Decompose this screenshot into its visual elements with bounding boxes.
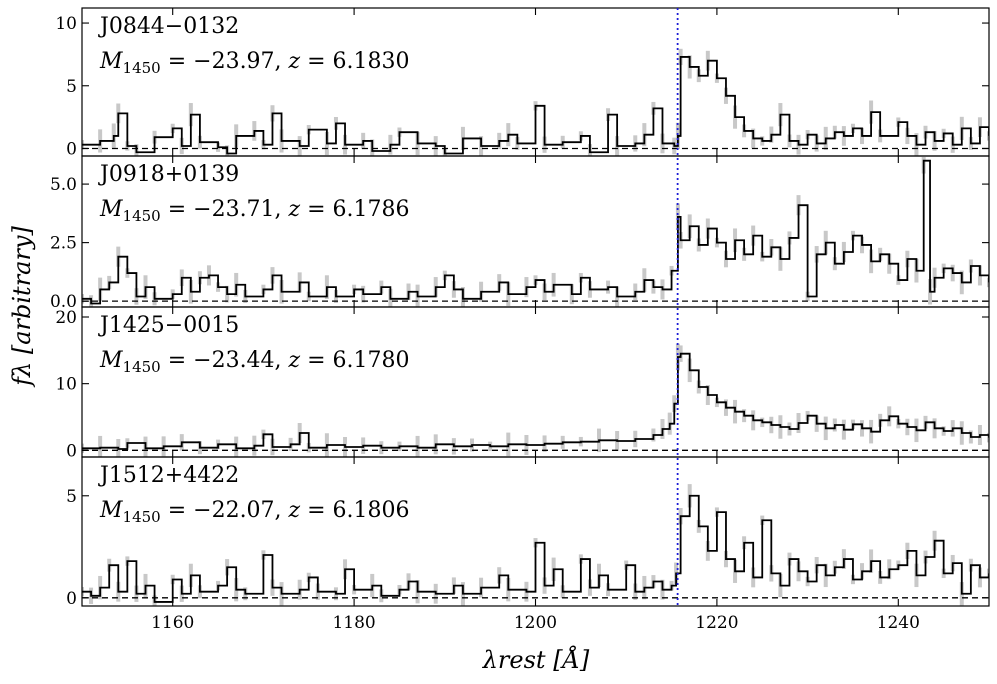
y-tick-label: 5 [66,77,77,97]
m-value: = −23.44, [161,348,289,373]
y-tick-label: 10 [55,14,77,34]
z-value: = 6.1786 [300,197,409,222]
panel-plot-area [82,484,989,606]
y-tick-label: 0 [66,589,77,609]
y-tick-label: 5.0 [50,175,77,195]
z-symbol: z [288,348,301,373]
y-tick-label: 5 [66,487,77,507]
panel-object-name: J0918+0139 [98,162,239,187]
panel-4: 0 5 J1512+4422 M1450 = −22.07, z = 6.1806 [66,456,990,609]
x-tick-label: 1200 [514,613,557,633]
m-symbol: M [99,49,123,74]
spectrum-line [82,159,989,305]
m-symbol: M [99,348,123,373]
x-tick-label: 1220 [695,613,738,633]
m-subscript: 1450 [123,59,161,77]
m-value: = −23.71, [161,197,289,222]
m-symbol: M [99,498,123,523]
x-axis-title: λrest [Å] [482,645,590,674]
y-tick-label: 20 [55,308,77,328]
y-tick-label: 10 [55,375,77,395]
z-symbol: z [288,498,301,523]
m-subscript: 1450 [123,508,161,526]
panel-plot-area [82,156,989,307]
panel-object-name: J0844−0132 [98,14,239,39]
panel-params: M1450 = −22.07, z = 6.1806 [99,498,410,526]
panel-params: M1450 = −23.44, z = 6.1780 [99,348,410,376]
spectrum-line [82,352,989,450]
z-symbol: z [288,197,301,222]
m-subscript: 1450 [123,207,161,225]
panel-1: 0 5 10 J0844−0132 M1450 = −23.97, z = 6.1830 [55,7,990,159]
z-symbol: z [288,49,301,74]
panel-object-name: J1425−0015 [98,313,239,338]
spectrum-line [82,56,989,155]
m-symbol: M [99,197,123,222]
spectrum-line [82,494,989,603]
panel-params: M1450 = −23.71, z = 6.1786 [99,197,410,225]
x-tick-label: 1240 [877,613,920,633]
y-tick-label: 0.0 [50,292,77,312]
panel-params: M1450 = −23.97, z = 6.1830 [99,49,410,77]
y-axis-title: fλ [arbitrary] [8,226,36,388]
x-axis: 1160 1180 1200 1220 1240 [151,613,920,633]
x-tick-label: 1160 [151,613,194,633]
x-tick-label: 1180 [332,613,375,633]
panel-object-name: J1512+4422 [98,463,239,488]
panel-2: 0.0 2.5 5.0 J0918+0139 M1450 = −23.71, z = 6… [50,155,990,312]
panel-3: 0 10 20 J1425−0015 M1450 = −23.44, z = 6.178… [55,306,990,461]
m-value: = −23.97, [161,49,289,74]
m-subscript: 1450 [123,358,161,376]
y-tick-label: 2.5 [50,234,77,254]
y-tick-label: 0 [66,139,77,159]
z-value: = 6.1806 [300,498,409,523]
z-value: = 6.1780 [300,348,409,373]
m-value: = −22.07, [161,498,289,523]
z-value: = 6.1830 [300,49,409,74]
panel-plot-area [82,48,989,156]
y-tick-label: 0 [66,441,77,461]
